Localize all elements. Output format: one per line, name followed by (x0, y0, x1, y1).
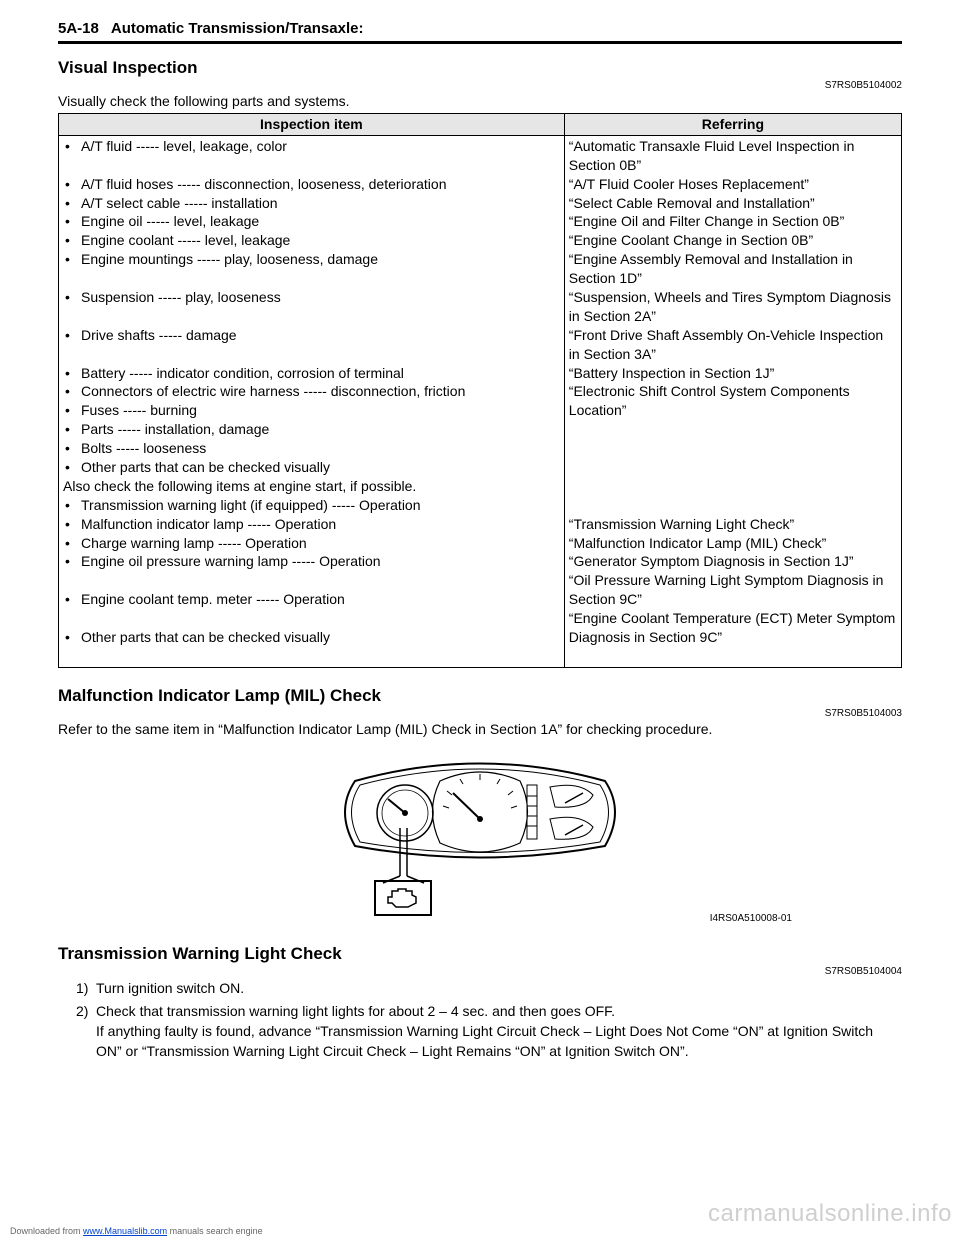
inspection-ref: “Oil Pressure Warning Light Symptom Diag… (569, 571, 897, 609)
inspection-item: A/T fluid ----- level, leakage, color (63, 137, 560, 156)
inspection-ref: “Generator Symptom Diagnosis in Section … (569, 552, 897, 571)
page-footer: Downloaded from www.Manualslib.com manua… (0, 1226, 960, 1236)
section-intro: Visually check the following parts and s… (58, 93, 902, 109)
inspection-item: Engine coolant ----- level, leakage (63, 231, 560, 250)
table-cell-items: A/T fluid ----- level, leakage, color A/… (59, 135, 565, 667)
inspection-item: Engine mountings ----- play, looseness, … (63, 250, 560, 269)
inspection-item: Bolts ----- looseness (63, 439, 560, 458)
inspection-item: Suspension ----- play, looseness (63, 288, 560, 307)
inspection-item: Transmission warning light (if equipped)… (63, 496, 560, 515)
inspection-item: Engine oil ----- level, leakage (63, 212, 560, 231)
watermark: carmanualsonline.info (708, 1200, 952, 1228)
twlc-step: 1)Turn ignition switch ON. (76, 979, 902, 999)
mil-text: Refer to the same item in “Malfunction I… (58, 721, 902, 737)
inspection-ref: “Electronic Shift Control System Compone… (569, 382, 897, 420)
page-number: 5A-18 (58, 20, 99, 37)
figure-code: I4RS0A510008-01 (710, 913, 792, 924)
inspection-ref: “Front Drive Shaft Assembly On-Vehicle I… (569, 326, 897, 364)
section-code: S7RS0B5104003 (58, 708, 902, 719)
footer-suffix: manuals search engine (167, 1226, 263, 1236)
page-section-title: Automatic Transmission/Transaxle: (111, 20, 364, 37)
section-heading: Transmission Warning Light Check (58, 944, 902, 964)
inspection-item: Charge warning lamp ----- Operation (63, 534, 560, 553)
inspection-ref: “A/T Fluid Cooler Hoses Replacement” (569, 175, 897, 194)
inspection-ref (569, 439, 897, 458)
inspection-ref: “Engine Oil and Filter Change in Section… (569, 212, 897, 231)
inspection-table: Inspection item Referring A/T fluid ----… (58, 113, 902, 668)
inspection-item: Other parts that can be checked visually (63, 458, 560, 477)
inspection-ref (569, 477, 897, 496)
table-mid-text: Also check the following items at engine… (63, 477, 560, 496)
inspection-ref: “Battery Inspection in Section 1J” (569, 364, 897, 383)
inspection-item: Parts ----- installation, damage (63, 420, 560, 439)
table-cell-refs: “Automatic Transaxle Fluid Level Inspect… (564, 135, 901, 667)
inspection-item: A/T select cable ----- installation (63, 194, 560, 213)
table-header-item: Inspection item (59, 114, 565, 136)
table-header-ref: Referring (564, 114, 901, 136)
page: 5A-18 Automatic Transmission/Transaxle: … (0, 0, 960, 1242)
inspection-ref (569, 420, 897, 439)
section-code: S7RS0B5104004 (58, 966, 902, 977)
inspection-item: Drive shafts ----- damage (63, 326, 560, 345)
section-heading: Visual Inspection (58, 58, 902, 78)
footer-prefix: Downloaded from (10, 1226, 83, 1236)
mil-check-section: Malfunction Indicator Lamp (MIL) Check S… (58, 686, 902, 926)
twlc-step: 2)Check that transmission warning light … (76, 1002, 902, 1061)
inspection-ref (569, 647, 897, 666)
inspection-ref: “Engine Assembly Removal and Installatio… (569, 250, 897, 288)
footer-link[interactable]: www.Manualslib.com (83, 1226, 167, 1236)
inspection-ref: “Engine Coolant Temperature (ECT) Meter … (569, 609, 897, 647)
inspection-item: Fuses ----- burning (63, 401, 560, 420)
section-code: S7RS0B5104002 (58, 80, 902, 91)
inspection-item: Malfunction indicator lamp ----- Operati… (63, 515, 560, 534)
instrument-cluster-icon (325, 751, 635, 921)
inspection-item: Other parts that can be checked visually (63, 628, 560, 647)
inspection-ref: “Automatic Transaxle Fluid Level Inspect… (569, 137, 897, 175)
inspection-item: Engine coolant temp. meter ----- Operati… (63, 590, 560, 609)
inspection-ref: “Malfunction Indicator Lamp (MIL) Check” (569, 534, 897, 553)
page-header: 5A-18 Automatic Transmission/Transaxle: (58, 20, 902, 44)
visual-inspection-section: Visual Inspection S7RS0B5104002 Visually… (58, 58, 902, 668)
inspection-ref: “Transmission Warning Light Check” (569, 515, 897, 534)
inspection-ref (569, 458, 897, 477)
twlc-section: Transmission Warning Light Check S7RS0B5… (58, 944, 902, 1061)
inspection-ref: “Suspension, Wheels and Tires Symptom Di… (569, 288, 897, 326)
section-heading: Malfunction Indicator Lamp (MIL) Check (58, 686, 902, 706)
inspection-item: Battery ----- indicator condition, corro… (63, 364, 560, 383)
inspection-item: A/T fluid hoses ----- disconnection, loo… (63, 175, 560, 194)
inspection-item: Engine oil pressure warning lamp ----- O… (63, 552, 560, 571)
inspection-item: Connectors of electric wire harness ----… (63, 382, 560, 401)
mil-figure: I4RS0A510008-01 (58, 751, 902, 926)
inspection-ref: “Engine Coolant Change in Section 0B” (569, 231, 897, 250)
twlc-steps: 1)Turn ignition switch ON. 2)Check that t… (58, 979, 902, 1061)
inspection-ref: “Select Cable Removal and Installation” (569, 194, 897, 213)
